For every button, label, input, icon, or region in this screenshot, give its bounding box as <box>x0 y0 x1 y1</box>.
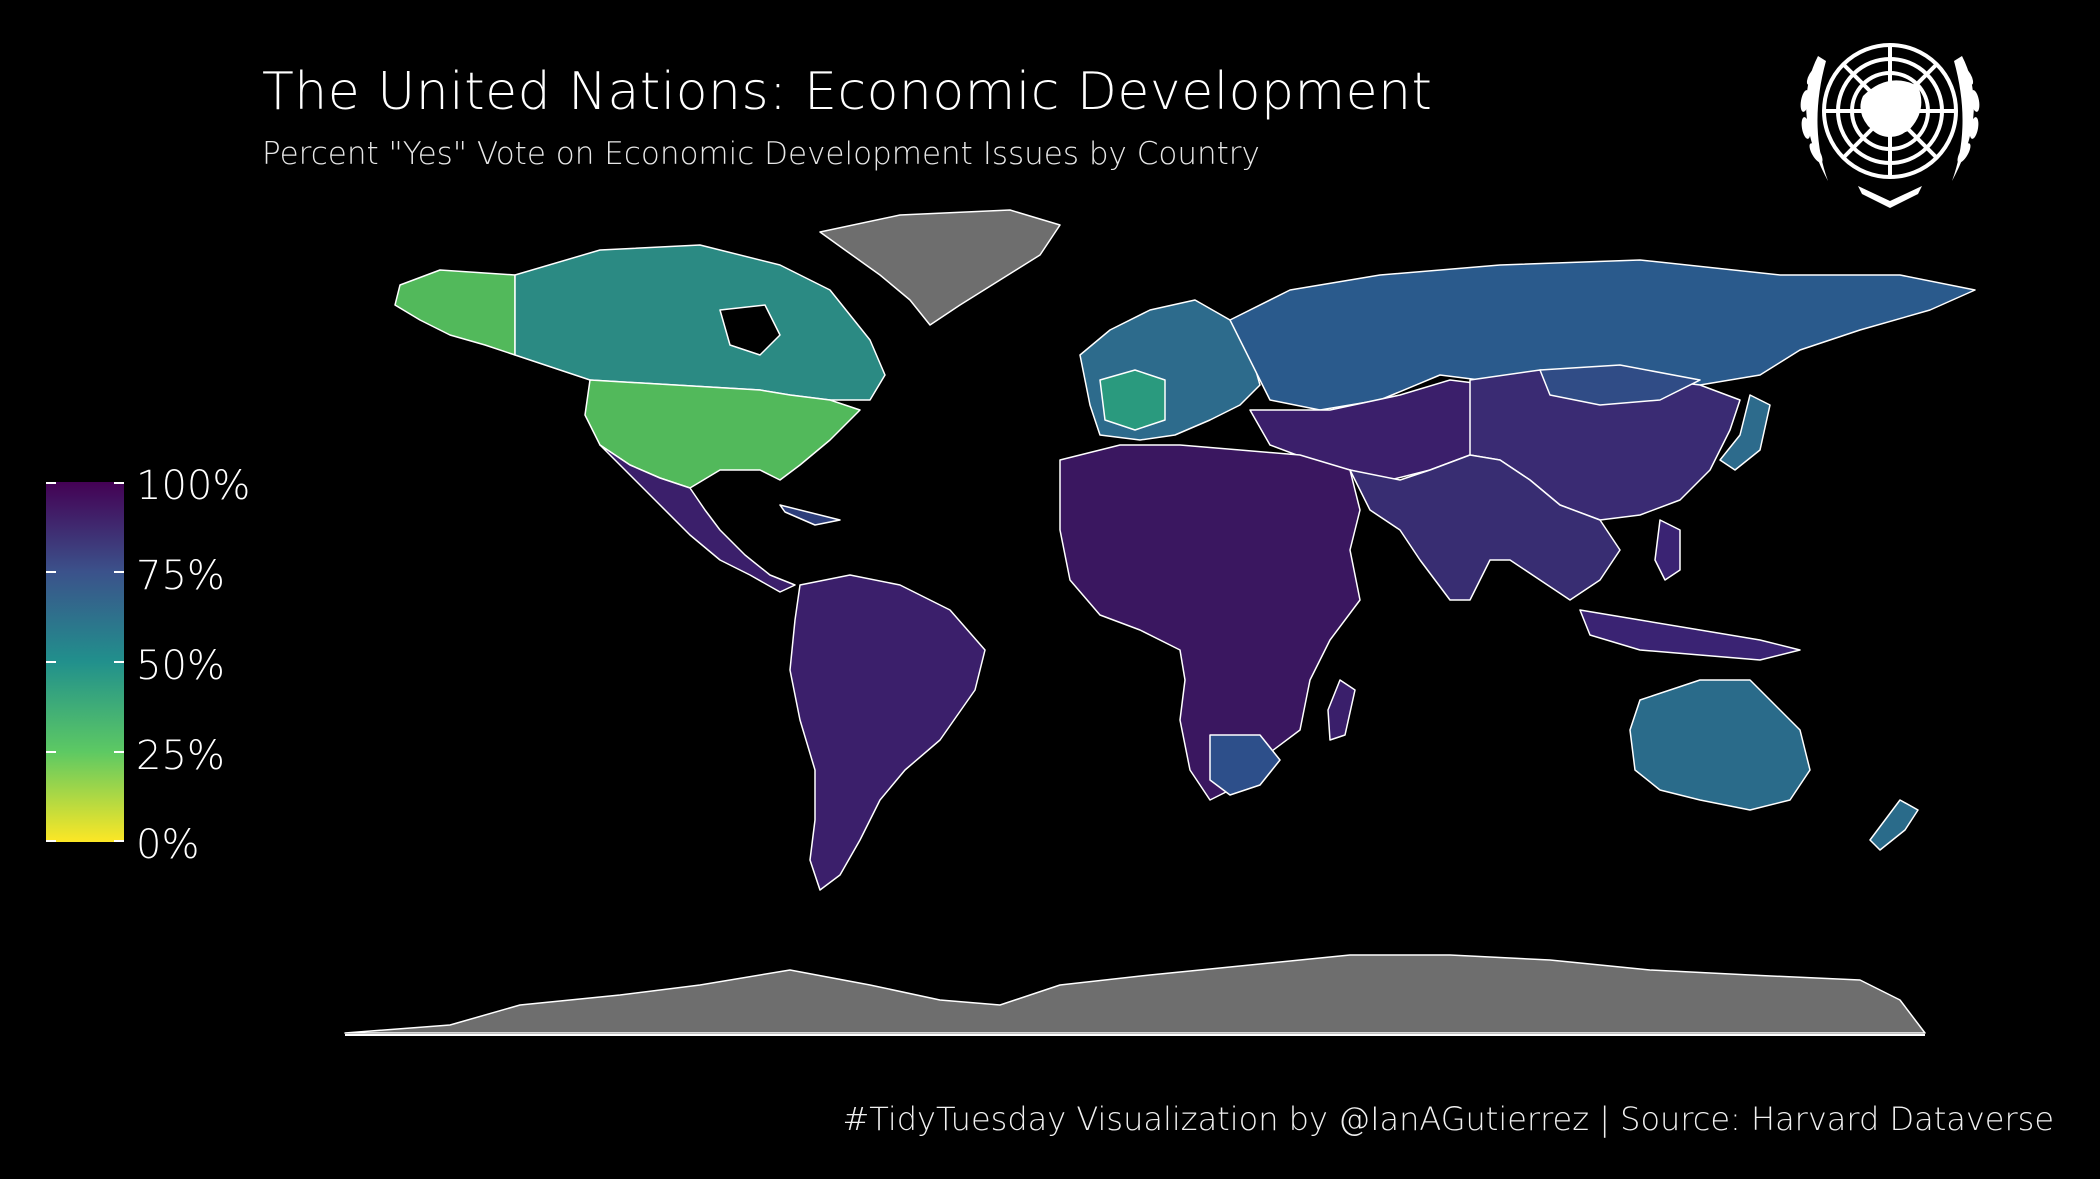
legend-tick <box>46 840 56 842</box>
un-emblem-logo <box>1800 43 1980 208</box>
region-canada <box>514 244 886 401</box>
legend-tick <box>114 571 124 573</box>
region-alaska <box>394 269 516 356</box>
region-indonesia <box>1579 609 1801 661</box>
legend-label-50: 50% <box>136 643 225 689</box>
legend-color-bar <box>46 482 124 842</box>
region-japan <box>1719 394 1771 471</box>
legend-tick <box>46 482 56 484</box>
region-south-africa <box>1209 734 1281 796</box>
legend-tick <box>114 840 124 842</box>
source-caption: #TidyTuesday Visualization by @IanAGutie… <box>842 1100 2054 1138</box>
legend-label-75: 75% <box>136 553 225 599</box>
legend-label-25: 25% <box>136 733 225 779</box>
legend-tick <box>46 571 56 573</box>
legend-label-100: 100% <box>136 463 251 509</box>
region-russia <box>1229 259 1976 411</box>
region-madagascar <box>1327 679 1356 741</box>
legend-tick <box>46 751 56 753</box>
map-subtitle: Percent "Yes" Vote on Economic Developme… <box>262 136 1260 172</box>
region-africa <box>1059 444 1361 801</box>
map-title: The United Nations: Economic Development <box>262 62 1433 122</box>
region-france <box>1099 369 1166 431</box>
region-greenland <box>819 209 1061 326</box>
region-antarctica <box>344 954 1926 1034</box>
legend-tick <box>114 482 124 484</box>
legend-label-0: 0% <box>136 822 200 868</box>
region-south-america <box>789 574 986 891</box>
region-mexico <box>599 444 796 593</box>
region-new-zealand <box>1869 799 1919 851</box>
legend-tick <box>114 661 124 663</box>
legend-tick <box>114 751 124 753</box>
region-south-asia <box>1349 454 1621 601</box>
legend-tick <box>46 661 56 663</box>
region-australia <box>1629 679 1811 811</box>
region-mongolia <box>1539 364 1701 406</box>
